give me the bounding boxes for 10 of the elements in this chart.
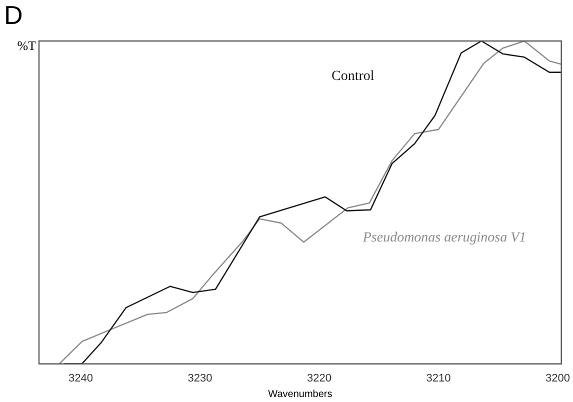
x-tick-label: 3220: [307, 372, 332, 384]
text: Control: [332, 69, 374, 84]
x-tick-label: 3200: [546, 372, 570, 384]
x-tick-label: 3240: [68, 372, 93, 384]
y-axis-title: %T: [17, 38, 36, 53]
x-tick-label: 3210: [426, 372, 451, 384]
chart-title: D: [4, 0, 23, 30]
series-label: Pseudomonas aeruginosa V1: [362, 230, 526, 246]
x-axis-title: Wavenumbers: [268, 388, 332, 400]
x-tick-label: 3230: [188, 372, 212, 384]
